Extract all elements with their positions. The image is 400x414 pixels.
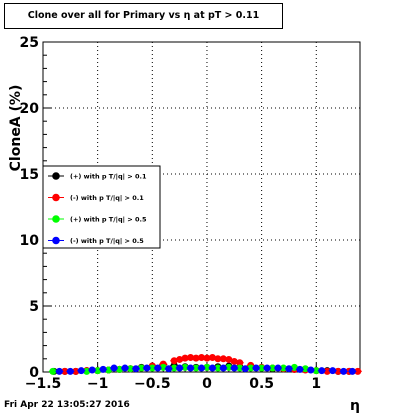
data-point: [192, 364, 200, 372]
data-point: [312, 367, 320, 375]
data-point: [137, 364, 145, 372]
legend-marker: [52, 172, 60, 180]
data-point: [247, 364, 255, 372]
data-point: [170, 364, 178, 372]
y-tick-label: 0: [29, 365, 39, 381]
data-point: [263, 364, 271, 372]
data-point: [148, 364, 156, 372]
data-point: [61, 367, 69, 375]
y-tick-label: 20: [20, 101, 40, 117]
data-point: [49, 367, 57, 375]
data-point: [99, 365, 107, 373]
data-point: [110, 364, 118, 372]
data-point: [77, 367, 85, 375]
series-4: [55, 364, 357, 375]
data-point: [334, 367, 342, 375]
data-point: [203, 354, 211, 362]
y-tick-label: 10: [20, 233, 40, 249]
data-point: [214, 364, 222, 372]
legend-marker: [52, 236, 60, 245]
y-tick-label: 15: [20, 167, 39, 183]
data-point: [307, 366, 315, 374]
data-series: [48, 353, 362, 375]
data-point: [192, 354, 200, 362]
data-point: [88, 366, 96, 374]
data-point: [181, 363, 189, 371]
data-point: [279, 364, 287, 372]
data-point: [258, 364, 266, 372]
data-point: [274, 364, 282, 372]
data-point: [236, 364, 244, 372]
x-tick-label: −0.5: [134, 376, 171, 392]
data-point: [154, 364, 162, 372]
data-point: [198, 353, 205, 361]
x-axis-title: η: [350, 398, 360, 414]
data-point: [269, 364, 277, 372]
data-point: [176, 364, 184, 372]
data-point: [72, 367, 80, 375]
data-point: [181, 354, 189, 362]
timestamp: Fri Apr 22 13:05:27 2016: [4, 400, 130, 410]
y-tick-labels: 0 5 10 15 20 25: [20, 35, 40, 381]
data-point: [340, 367, 348, 375]
data-point: [354, 367, 362, 375]
x-tick-label: 0: [202, 376, 212, 392]
data-point: [187, 353, 195, 361]
data-point: [208, 364, 216, 372]
x-tick-label: 1: [311, 376, 321, 392]
data-point: [236, 359, 244, 367]
data-point: [55, 367, 63, 375]
legend-marker: [52, 193, 60, 202]
legend-label: (-) with p T/|q| > 0.5: [70, 237, 144, 246]
data-point: [323, 367, 331, 375]
legend-label: (+) with p T/|q| > 0.5: [70, 216, 147, 225]
x-tick-label: −1: [87, 376, 108, 392]
legend-label: (-) with p T/|q| > 0.1: [70, 194, 144, 203]
data-point: [132, 365, 140, 373]
data-point: [252, 364, 260, 372]
data-point: [219, 364, 227, 372]
data-point: [329, 367, 337, 375]
data-point: [296, 365, 304, 373]
legend-marker: [52, 215, 60, 223]
y-axis-title: CloneA (%): [8, 85, 24, 172]
data-point: [198, 364, 205, 372]
x-tick-labels: −1.5 −1 −0.5 0 0.5 1: [25, 376, 321, 392]
data-point: [230, 364, 238, 372]
x-tick-label: −1.5: [25, 376, 62, 392]
data-point: [121, 364, 129, 372]
data-point: [348, 367, 356, 375]
data-point: [187, 364, 195, 372]
y-tick-label: 5: [29, 299, 39, 315]
data-point: [143, 364, 151, 372]
data-point: [203, 363, 211, 371]
legend-label: (+) with p T/|q| > 0.1: [70, 173, 147, 182]
legend-box: [42, 165, 161, 249]
data-point: [66, 367, 74, 375]
data-point: [219, 355, 227, 363]
data-point: [318, 367, 326, 375]
data-point: [165, 365, 173, 373]
data-point: [225, 363, 233, 371]
y-tick-label: 25: [20, 35, 39, 51]
data-point: [126, 365, 134, 373]
data-point: [285, 365, 293, 373]
x-tick-label: 0.5: [249, 376, 274, 392]
legend: (+) with p T/|q| > 0.1 (-) with p T/|q| >…: [42, 165, 161, 249]
data-point: [241, 365, 249, 373]
chart-title: Clone over all for Primary vs η at pT > …: [4, 3, 283, 29]
data-point: [214, 355, 222, 363]
